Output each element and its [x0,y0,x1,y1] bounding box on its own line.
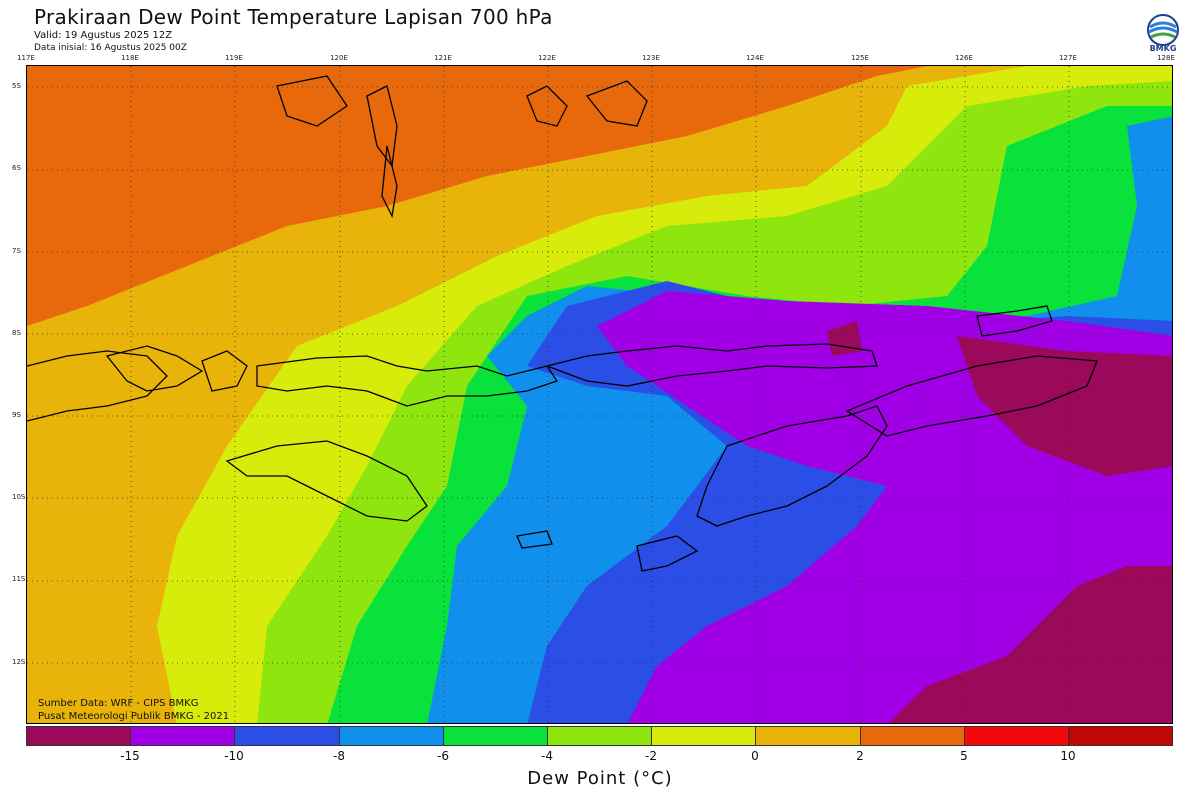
colorbar-tick: 0 [751,749,759,763]
colorbar-tick: -15 [120,749,140,763]
lat-label: 7S [12,247,21,255]
colorbar-swatch [131,727,236,745]
lat-label: 9S [12,411,21,419]
colorbar-tick: -6 [437,749,449,763]
lat-label: 11S [12,575,26,583]
colorbar-tick: -4 [541,749,553,763]
colorbar-swatch [756,727,861,745]
lon-label: 125E [851,54,869,62]
colorbar-tick: 2 [856,749,864,763]
colorbar-swatch [443,727,548,745]
colorbar-unit-label: Dew Point (°C) [527,768,673,789]
lon-label: 122E [538,54,556,62]
colorbar-swatch [1068,727,1173,745]
lon-label: 128E [1157,54,1175,62]
colorbar-swatch [964,727,1069,745]
credits: Sumber Data: WRF - CIPS BMKG Pusat Meteo… [38,697,229,723]
colorbar-swatch [547,727,653,745]
colorbar-swatch [27,727,132,745]
colorbar-swatch [339,727,444,745]
colorbar [26,726,1173,746]
lon-label: 123E [642,54,660,62]
colorbar-tick: -2 [645,749,657,763]
longitude-labels: 117E 118E 119E 120E 121E 122E 123E 124E … [0,54,1200,64]
dewpoint-field [27,66,1172,723]
dewpoint-map [26,65,1173,724]
lon-label: 126E [955,54,973,62]
colorbar-tick: 10 [1060,749,1076,763]
bmkg-logo-text: BMKG [1149,44,1177,53]
lon-label: 124E [746,54,764,62]
colorbar-swatch [652,727,757,745]
colorbar-tick: -8 [333,749,345,763]
lon-label: 117E [17,54,35,62]
colorbar-swatch [235,727,340,745]
lon-label: 121E [434,54,452,62]
map-title: Prakiraan Dew Point Temperature Lapisan … [34,5,553,29]
lat-label: 8S [12,329,21,337]
lon-label: 127E [1059,54,1077,62]
colorbar-tick: 5 [960,749,968,763]
lat-label: 12S [12,658,26,666]
colorbar-tick: -10 [224,749,244,763]
data-source: Sumber Data: WRF - CIPS BMKG [38,698,199,709]
lon-label: 119E [225,54,243,62]
lon-label: 118E [121,54,139,62]
bmkg-logo-icon [1147,14,1179,46]
copyright: Pusat Meteorologi Publik BMKG - 2021 [38,711,230,722]
lon-label: 120E [330,54,348,62]
valid-time: Valid: 19 Agustus 2025 12Z [34,30,173,41]
lat-label: 5S [12,82,21,90]
colorbar-swatch [860,727,965,745]
lat-label: 10S [12,493,26,501]
lat-label: 6S [12,164,21,172]
init-time: Data inisial: 16 Agustus 2025 00Z [34,43,187,53]
